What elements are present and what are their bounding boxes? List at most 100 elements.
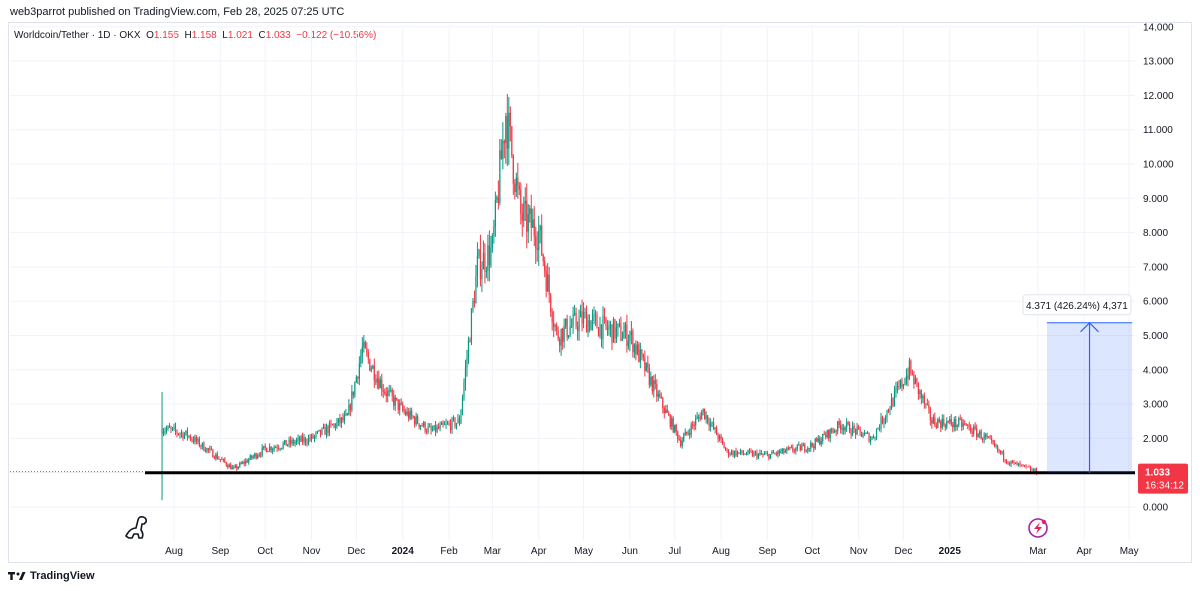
candle-body (376, 378, 378, 383)
candle-body (512, 155, 514, 184)
candle-body (267, 451, 269, 453)
candle-body (901, 380, 903, 388)
candle-body (448, 423, 450, 425)
candle-body (665, 409, 667, 414)
candle-body (626, 324, 628, 346)
candle-body (931, 420, 933, 424)
candle-body (414, 417, 416, 425)
candle-body (222, 458, 224, 460)
candle-body (956, 425, 958, 427)
candle-body (880, 416, 882, 429)
candle-body (254, 453, 256, 457)
candle-body (623, 332, 625, 339)
candle-body (520, 189, 522, 214)
candle-body (565, 318, 567, 327)
candle-body (334, 424, 337, 428)
candle-body (997, 445, 999, 451)
last-price-countdown: 16:34:12 (1145, 481, 1184, 492)
candle-body (941, 418, 943, 428)
candle-body (1017, 463, 1020, 466)
candle-body (162, 431, 165, 434)
candle-body (747, 450, 749, 455)
candle-body (484, 252, 486, 272)
candle-body (835, 430, 837, 432)
candle-body (702, 408, 704, 413)
lightning-icon[interactable] (1028, 518, 1048, 538)
candle-body (654, 380, 656, 385)
candle-body (431, 430, 434, 431)
time-tick-label: Jul (668, 546, 681, 557)
candle-body (680, 439, 682, 447)
time-tick-label: Sep (211, 546, 229, 557)
candle-body (257, 455, 259, 459)
candle-body (322, 426, 325, 429)
candle-body (606, 326, 609, 331)
candle-body (584, 312, 586, 313)
candle-body (526, 200, 528, 232)
candle-body (255, 453, 257, 459)
candle-body (976, 428, 978, 437)
close-label: C (258, 30, 266, 41)
candle-body (233, 467, 235, 468)
candle-body (659, 393, 661, 398)
candle-body (855, 428, 857, 435)
time-tick-label: May (574, 546, 593, 557)
candle-body (460, 410, 462, 424)
candle-body (754, 452, 757, 454)
candle-body (838, 421, 840, 426)
candle-body (336, 422, 338, 428)
candle-body (919, 390, 921, 394)
candle-body (340, 417, 343, 424)
candle-body (292, 440, 295, 444)
candle-body (922, 395, 924, 399)
candle-body (940, 421, 942, 428)
candle-body (272, 449, 274, 451)
candle-body (932, 417, 934, 424)
candle-body (252, 456, 254, 458)
candle-body (476, 255, 479, 276)
candle-body (282, 443, 284, 448)
candle-body (597, 328, 600, 337)
candle-body (943, 418, 945, 425)
candle-body (618, 323, 621, 325)
candle-body (219, 459, 221, 460)
candle-body (191, 439, 193, 441)
candle-body (212, 449, 214, 458)
candle-body (436, 426, 438, 432)
candle-body (463, 382, 465, 398)
candle-body (536, 247, 538, 251)
candle-body (786, 448, 788, 452)
candle-body (938, 419, 940, 422)
candle-body (907, 375, 909, 379)
candle-body (192, 439, 195, 442)
candle-body (590, 321, 592, 331)
candle-body (810, 443, 812, 449)
candle-body (677, 431, 679, 440)
candle-body (994, 443, 996, 447)
candle-body (946, 421, 948, 428)
candle-body (866, 432, 869, 434)
candle-body (608, 327, 610, 331)
candle-body (724, 448, 727, 450)
candle-body (499, 150, 501, 203)
candle-body (195, 437, 198, 442)
candle-body (457, 418, 459, 424)
last-price-badge (1138, 463, 1188, 494)
candle-body (310, 434, 313, 440)
time-tick-label: Oct (257, 546, 273, 557)
candle-body (733, 450, 736, 456)
candle-body (681, 440, 683, 447)
candle-body (765, 453, 767, 455)
candle-body (792, 447, 794, 451)
candle-body (739, 450, 742, 453)
candle-body (258, 454, 260, 456)
price-axis: 0.0001.0002.0003.0004.0005.0006.0007.000… (1143, 22, 1174, 513)
candle-body (962, 423, 964, 427)
candle-body (705, 415, 707, 419)
candle-body (201, 442, 204, 447)
candle-body (817, 438, 819, 442)
candle-body (343, 415, 346, 421)
candle-body (357, 377, 359, 379)
time-tick-label: Aug (165, 546, 183, 557)
